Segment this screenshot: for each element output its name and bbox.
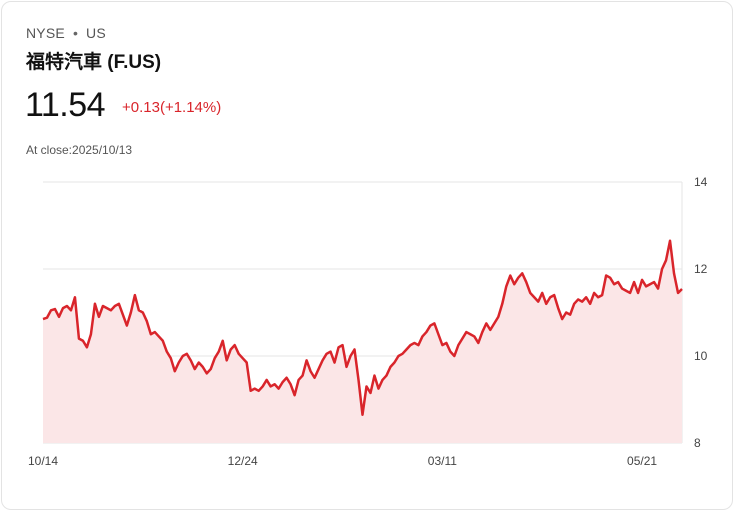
current-price: 11.54 (25, 86, 106, 124)
price-line[interactable] (42, 239, 683, 416)
price-area (43, 240, 682, 443)
exchange-name: NYSE (26, 25, 65, 41)
stock-name: 福特汽車 (F.US) (26, 52, 162, 73)
x-tick-label: 05/21 (627, 454, 657, 468)
y-axis: 8 10 12 14 (694, 175, 708, 450)
x-tick-label: 10/14 (28, 454, 58, 468)
y-tick-label: 12 (694, 262, 708, 276)
separator-dot: • (72, 25, 79, 41)
y-tick-label: 14 (694, 175, 708, 189)
x-tick-label: 12/24 (228, 454, 258, 468)
region-name: US (86, 25, 106, 41)
close-time: At close:2025/10/13 (26, 143, 133, 157)
y-tick-label: 10 (694, 349, 708, 363)
price-change: +0.13(+1.14%) (122, 99, 222, 116)
x-tick-label: 03/11 (428, 454, 457, 468)
exchange-line: NYSE • US (26, 25, 106, 41)
y-tick-label: 8 (694, 436, 701, 450)
